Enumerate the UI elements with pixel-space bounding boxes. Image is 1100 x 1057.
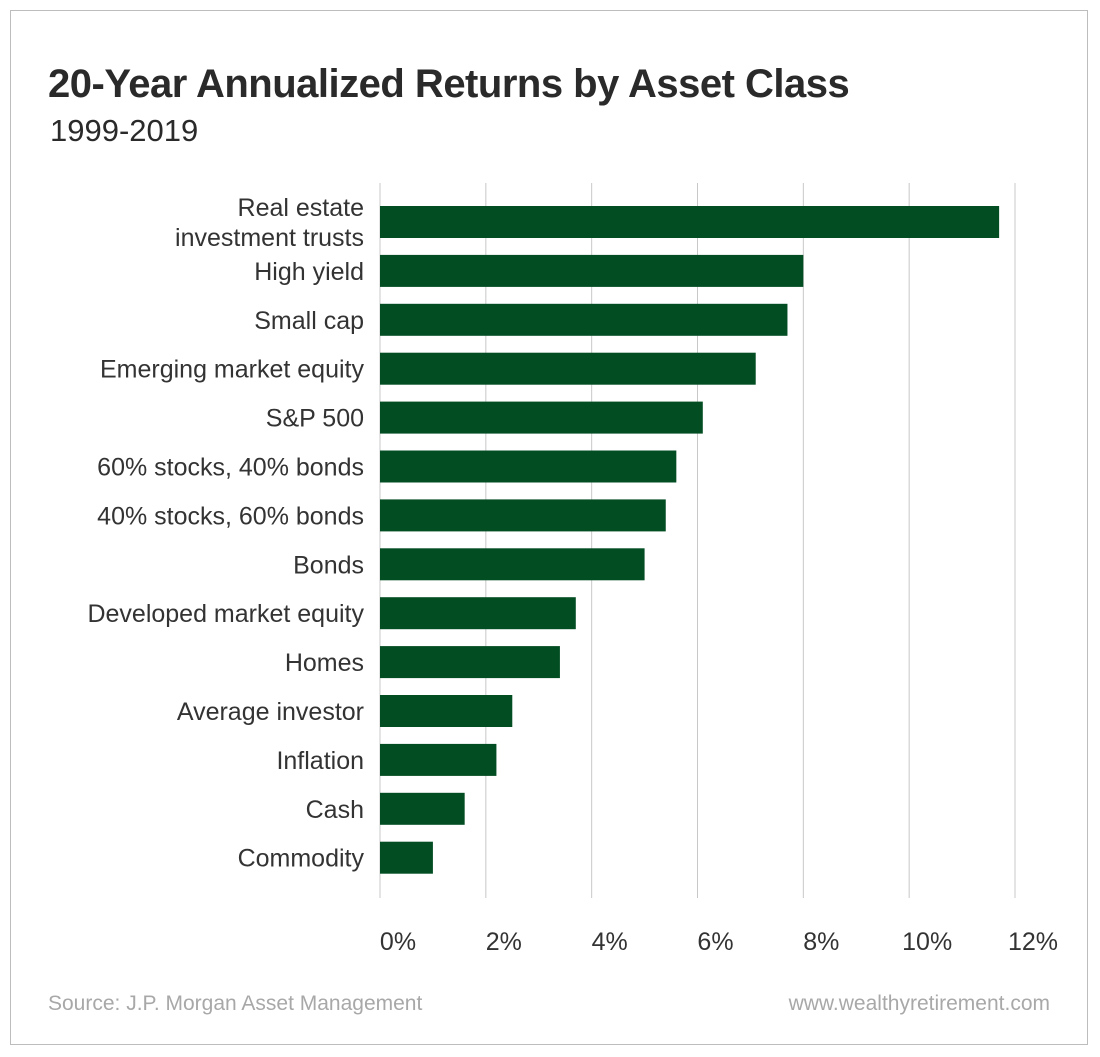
category-labels: Real estate investment trusts High yield Sm… [87,194,364,873]
category-label: Small cap [254,307,364,335]
bar [380,695,513,727]
bar [380,401,703,434]
x-tick-label: 2% [486,928,522,956]
x-tick-label: 10% [902,928,952,956]
category-label: Inflation [276,747,364,775]
source-note: Source: J.P. Morgan Asset Management [48,992,423,1015]
x-tick-label: 4% [592,928,628,956]
bar [380,450,677,483]
bar [380,743,497,776]
bar [380,548,645,581]
category-label: Emerging market equity [100,356,365,384]
category-label: Bonds [293,551,364,579]
bar [380,841,433,874]
chart-title: 20-Year Annualized Returns by Asset Clas… [48,62,850,106]
category-label: High yield [254,258,364,286]
category-label: Commodity [238,845,365,873]
grid-lines [379,183,1016,898]
bar [380,646,560,679]
chart-subtitle: 1999-2019 [50,113,199,148]
category-label: Cash [306,796,364,824]
x-tick-label: 6% [697,928,733,956]
website-credit: www.wealthyretirement.com [788,992,1050,1015]
bars [380,206,1000,874]
x-tick-label: 8% [803,928,839,956]
category-label: S&P 500 [266,405,364,433]
bar [380,499,666,532]
category-label: Average investor [177,698,364,726]
bar [380,254,804,287]
x-axis-tick-labels: 0% 2% 4% 6% 8% 10% 12% [380,928,1058,956]
bar [380,206,1000,238]
bar [380,352,756,385]
category-label: Developed market equity [87,600,364,628]
bar [380,792,465,825]
bar [380,303,788,336]
x-tick-label: 0% [380,928,416,956]
category-label: 40% stocks, 60% bonds [97,502,364,530]
bar [380,597,576,630]
category-label: Real estate investment trusts [175,194,364,252]
category-label: 60% stocks, 40% bonds [97,454,364,482]
category-label: Homes [285,649,364,677]
x-tick-label: 12% [1008,928,1058,956]
